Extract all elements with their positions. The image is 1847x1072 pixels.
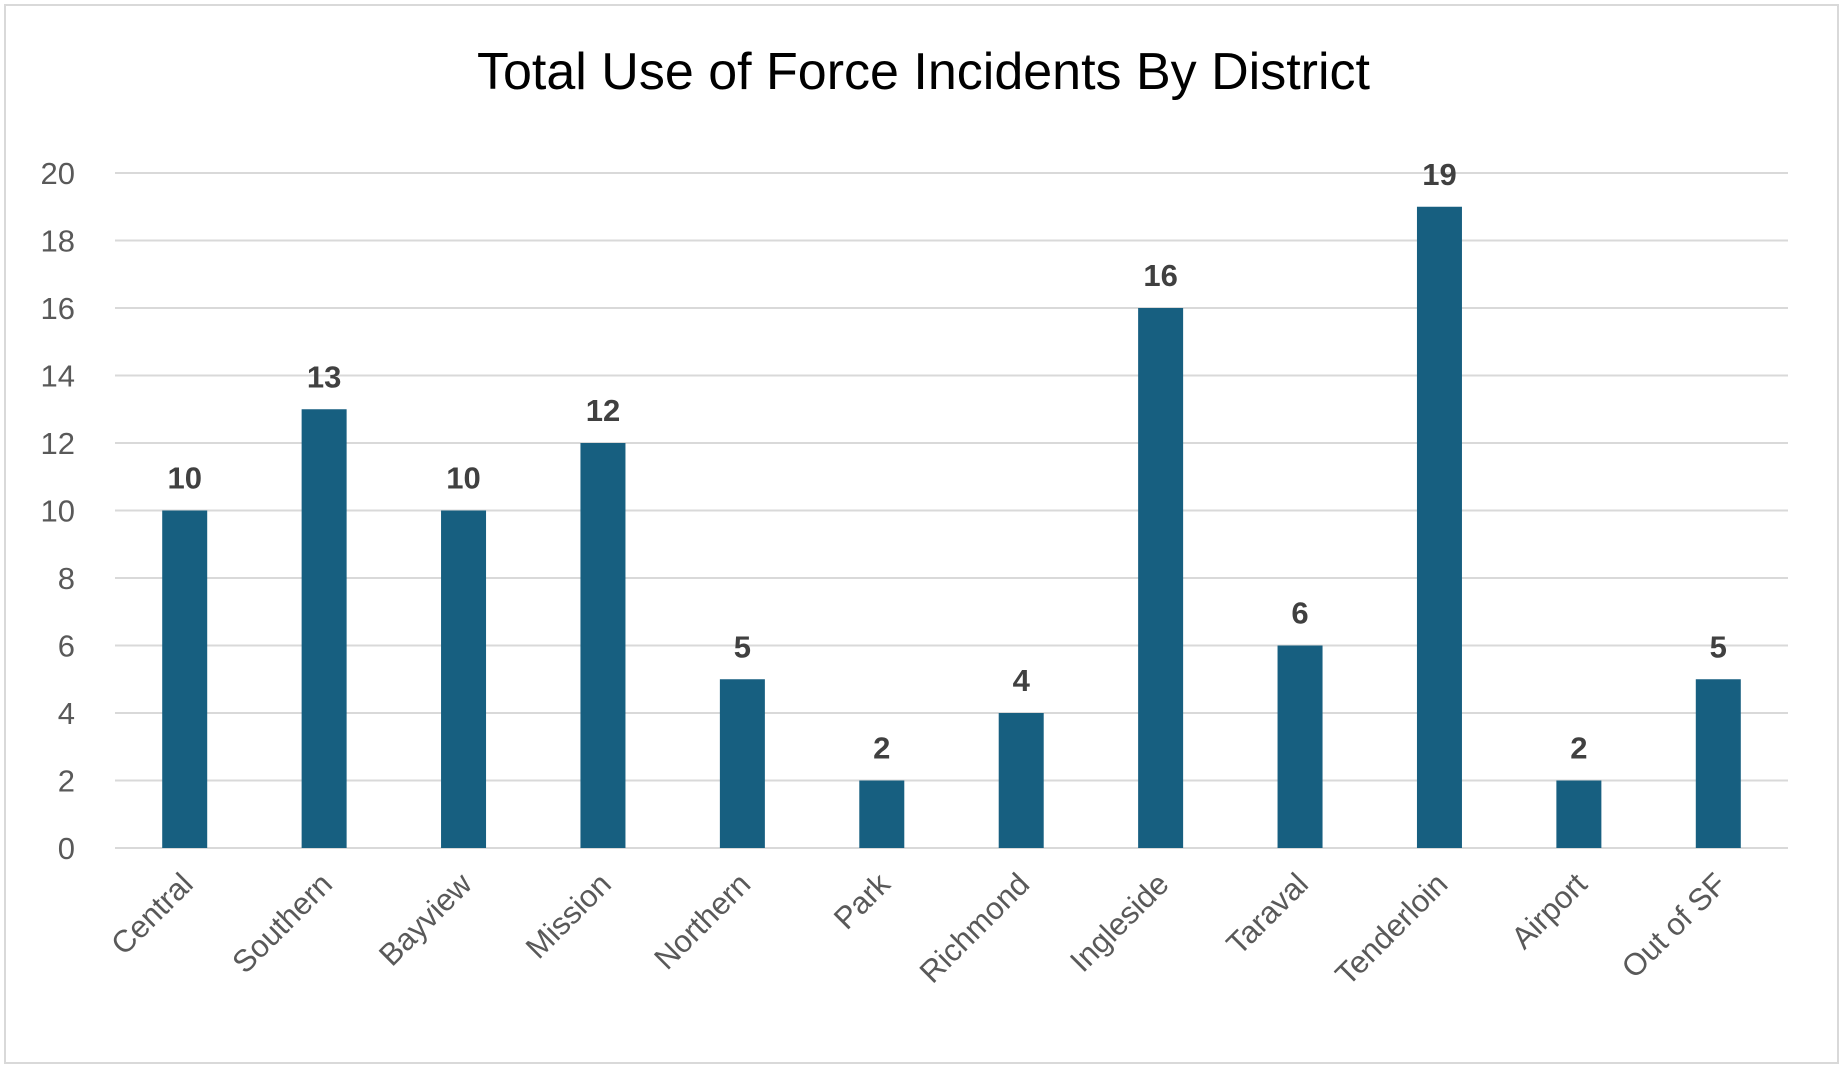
- data-label: 6: [1291, 596, 1308, 631]
- data-label: 2: [1570, 731, 1587, 766]
- bar: [162, 510, 208, 848]
- y-tick-label: 14: [41, 359, 75, 394]
- x-tick-label: Bayview: [372, 866, 479, 973]
- x-tick-label: Richmond: [913, 866, 1036, 989]
- bar: [998, 713, 1044, 848]
- x-tick-label: Central: [104, 866, 199, 961]
- bar: [859, 780, 905, 848]
- data-label: 10: [167, 461, 201, 496]
- bar: [301, 409, 347, 848]
- bar: [1138, 308, 1184, 848]
- y-tick-label: 0: [58, 831, 75, 866]
- data-label: 19: [1422, 157, 1456, 192]
- data-label: 13: [307, 359, 341, 394]
- data-label: 5: [734, 629, 751, 664]
- x-tick-label: Southern: [225, 866, 339, 980]
- x-tick-label: Mission: [519, 866, 618, 965]
- chart-title: Total Use of Force Incidents By District: [477, 43, 1370, 101]
- x-tick-label: Airport: [1505, 866, 1595, 956]
- bar: [1556, 780, 1602, 848]
- x-tick-label: Out of SF: [1615, 866, 1734, 985]
- data-label: 4: [1013, 663, 1031, 698]
- bar: [441, 510, 487, 848]
- x-tick-label: Northern: [647, 866, 757, 976]
- bar: [1695, 679, 1741, 848]
- x-tick-label: Park: [827, 866, 897, 936]
- x-tick-label: Tenderloin: [1329, 866, 1455, 992]
- bar: [1277, 645, 1323, 848]
- x-tick-label: Ingleside: [1063, 866, 1175, 978]
- y-tick-label: 20: [41, 156, 75, 191]
- y-tick-label: 2: [58, 764, 75, 799]
- bar: [719, 679, 765, 848]
- y-tick-label: 8: [58, 561, 75, 596]
- y-tick-label: 10: [41, 494, 75, 529]
- bar: [1416, 206, 1462, 848]
- data-label: 2: [873, 731, 890, 766]
- y-tick-label: 12: [41, 426, 75, 461]
- y-tick-label: 6: [58, 629, 75, 664]
- y-tick-label: 16: [41, 291, 75, 326]
- y-tick-label: 18: [41, 224, 75, 259]
- data-label: 16: [1143, 258, 1177, 293]
- x-tick-label: Taraval: [1220, 866, 1315, 961]
- data-label: 5: [1710, 629, 1727, 664]
- data-label: 12: [586, 393, 620, 428]
- chart-frame: [4, 4, 1839, 1064]
- y-tick-label: 4: [58, 696, 75, 731]
- bar: [580, 443, 626, 848]
- data-label: 10: [446, 461, 480, 496]
